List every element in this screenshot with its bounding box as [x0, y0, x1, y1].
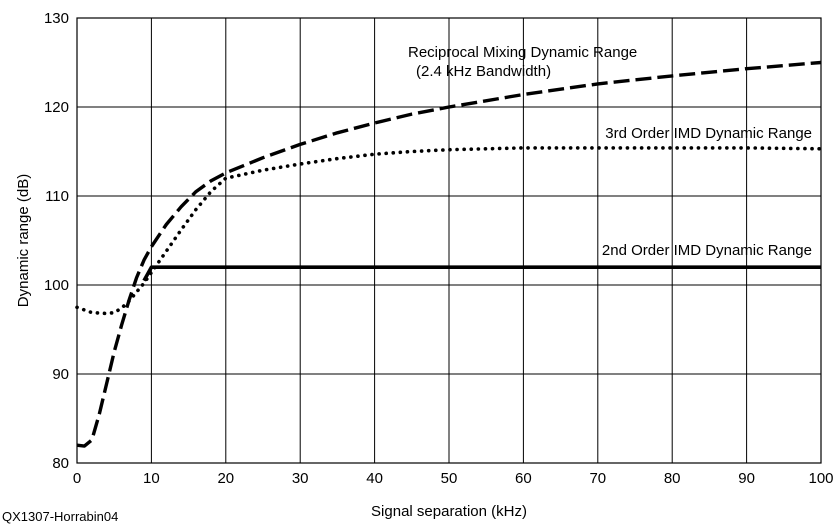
x-tick-label: 10 [143, 470, 160, 487]
y-tick-label: 130 [44, 10, 69, 27]
plot-frame [76, 17, 822, 464]
series-line-reciprocal-mixing [76, 60, 822, 448]
y-tick-label: 110 [45, 188, 69, 205]
x-tick-label: 90 [738, 470, 755, 487]
x-tick-label: 40 [366, 470, 383, 487]
x-tick-label: 60 [515, 470, 532, 487]
x-tick-label: 80 [664, 470, 681, 487]
figure-credit: QX1307-Horrabin04 [2, 509, 118, 524]
y-tick-label: 100 [44, 277, 69, 294]
x-tick-label: 0 [73, 470, 81, 487]
annotation-2nd-order-imd: 2nd Order IMD Dynamic Range [602, 242, 812, 259]
grid [76, 17, 822, 464]
x-tick-label: 20 [217, 470, 234, 487]
x-tick-label: 100 [808, 470, 833, 487]
x-tick-label: 30 [292, 470, 309, 487]
x-tick-labels: 0 10 20 30 40 50 60 70 80 90 100 [73, 470, 834, 487]
series-group [75, 60, 823, 448]
annotation-reciprocal-mixing: Reciprocal Mixing Dynamic Range [408, 44, 637, 61]
y-tick-label: 80 [52, 455, 69, 472]
series-line-2nd-order-imd [142, 265, 821, 282]
y-tick-labels: 80 90 100 110 120 130 [44, 10, 69, 472]
x-tick-label: 50 [441, 470, 458, 487]
annotation-3rd-order-imd: 3rd Order IMD Dynamic Range [605, 125, 812, 142]
y-tick-label: 90 [52, 366, 69, 383]
y-axis-label: Dynamic range (dB) [15, 174, 32, 307]
y-tick-label: 120 [44, 99, 69, 116]
x-axis-label: Signal separation (kHz) [371, 503, 527, 520]
x-tick-label: 70 [589, 470, 606, 487]
annotation-reciprocal-mixing-bandwidth: (2.4 kHz Bandwidth) [416, 63, 551, 80]
